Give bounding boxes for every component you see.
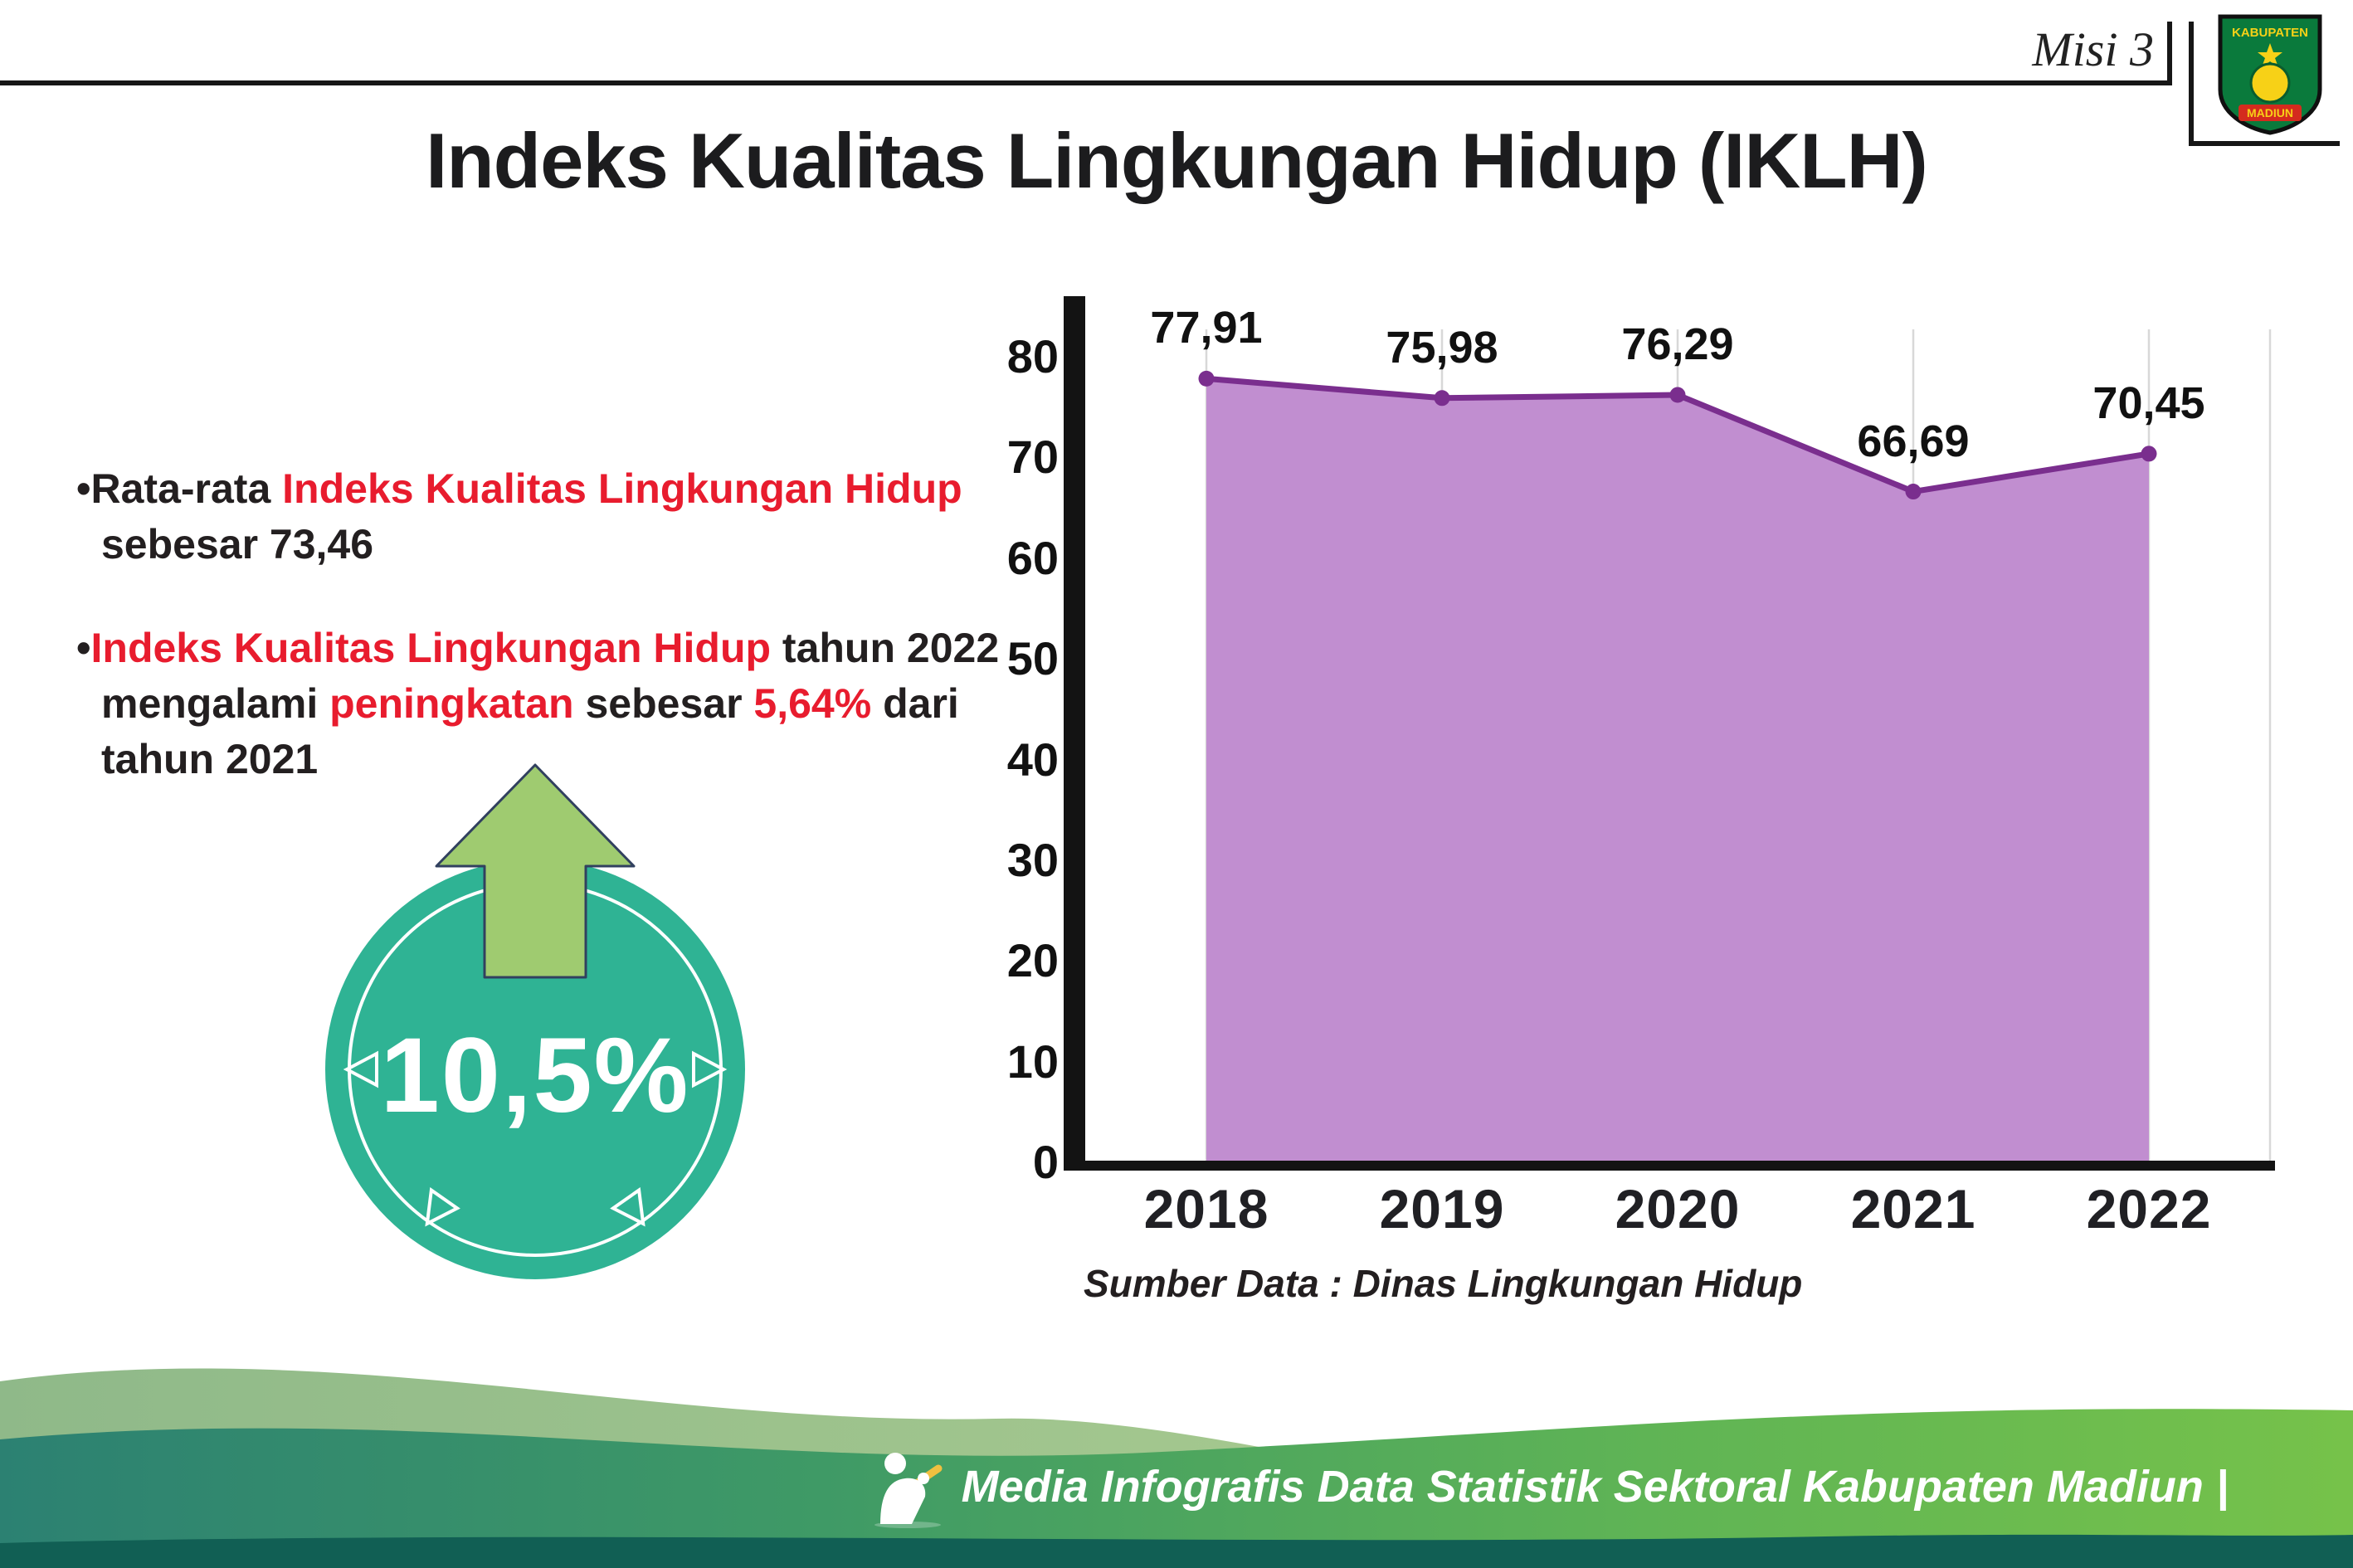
footer-credit: Media Infografis Data Statistik Sektoral… [870,1445,2229,1528]
value-label: 70,45 [2092,377,2205,428]
y-axis [1064,296,1085,1171]
y-tick-label: 60 [1006,531,1059,584]
y-tick-label: 70 [1006,431,1059,484]
value-label: 66,69 [1857,416,1970,466]
logo-frame-bottom [2189,141,2340,146]
bullet-average-iklh: •Rata-rata Indeks Kualitas Lingkungan Hi… [76,461,1051,572]
value-label: 77,91 [1150,303,1263,353]
bullet1-highlight: Indeks Kualitas Lingkungan Hidup [282,465,962,512]
y-tick-label: 30 [1006,833,1059,886]
data-point [2141,446,2157,462]
bullet2-text2: sebesar [573,680,754,727]
bullet2-percentage: 5,64% [753,680,872,727]
data-point [1198,370,1215,387]
year-label: 2021 [1850,1178,1976,1239]
header-rule [0,80,2167,85]
logo-text-madiun: MADIUN [2247,106,2293,119]
year-label: 2019 [1379,1178,1505,1239]
x-axis [1064,1161,2275,1171]
bullet2-text3: dari tahun 2021 [101,680,959,782]
footer-wave [0,1368,2353,1568]
y-tick-label: 10 [1006,1035,1059,1088]
value-label: 75,98 [1386,322,1498,373]
data-point [1434,390,1450,407]
misi-label: Misi 3 [2032,22,2154,76]
bullet-iklh-increase: •Indeks Kualitas Lingkungan Hidup tahun … [76,621,1051,787]
bullet1-value: sebesar 73,46 [101,521,374,567]
kabupaten-madiun-logo: KABUPATEN MADIUN [2218,14,2322,135]
y-tick-label: 80 [1006,330,1059,382]
y-tick-label: 0 [1032,1136,1059,1188]
up-arrow-icon [435,763,636,979]
value-label: 76,29 [1621,319,1734,370]
logo-frame-left [2189,22,2194,146]
key-findings: •Rata-rata Indeks Kualitas Lingkungan Hi… [76,461,1051,835]
y-tick-label: 40 [1006,733,1059,786]
iklh-area-plot [1064,296,2275,1171]
area-fill [1206,378,2149,1167]
bullet-marker: • [76,625,91,671]
y-tick-label: 20 [1006,934,1059,987]
writer-icon [874,1453,943,1528]
source-caption: Sumber Data : Dinas Lingkungan Hidup [1084,1262,1803,1305]
logo-text-kabupaten: KABUPATEN [2232,26,2308,40]
bullet2-highlight2: peningkatan [329,680,574,727]
header-rule-jog [2167,22,2172,85]
y-tick-label: 50 [1006,632,1059,685]
year-label: 2018 [1143,1178,1269,1239]
bullet-marker: • [76,465,91,512]
bullet2-highlight1: Indeks Kualitas Lingkungan Hidup [90,625,772,671]
bullet2-text1: tahun 2022 mengalami [101,625,1000,727]
iklh-chart: 0 10 20 30 40 50 60 70 80 77,91 75,98 76,29 66,69 70,… [992,296,2287,1250]
badge-value: 10,5% [380,1015,690,1135]
data-point [1905,484,1922,500]
footer-text: Media Infografis Data Statistik Sektoral… [961,1462,2229,1512]
year-label: 2022 [2086,1178,2212,1239]
year-label: 2020 [1615,1178,1741,1239]
bullet1-text: Rata-rata [90,465,283,512]
data-point [1669,387,1686,403]
page-title: Indeks Kualitas Lingkungan Hidup (IKLH) [426,117,1928,204]
